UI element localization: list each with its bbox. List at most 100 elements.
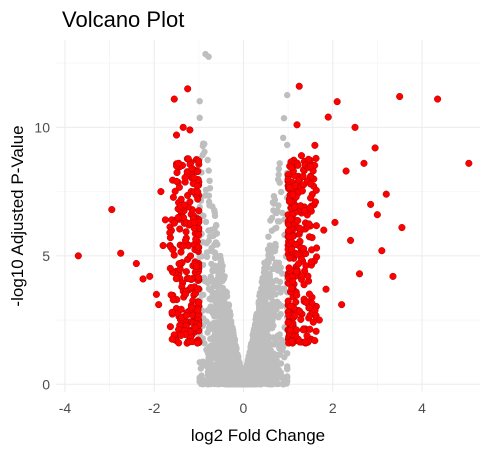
nonsignificant-point [196, 114, 203, 122]
significant-point [293, 250, 301, 258]
significant-point [285, 197, 293, 206]
nonsignificant-point [228, 339, 235, 346]
nonsignificant-point [213, 241, 221, 248]
nonsignificant-point [275, 314, 282, 321]
nonsignificant-point [261, 321, 269, 328]
nonsignificant-point [213, 222, 220, 229]
x-tick-label: 2 [329, 400, 337, 416]
x-tick-label: -4 [59, 400, 72, 416]
nonsignificant-point [284, 91, 291, 99]
nonsignificant-point [267, 244, 274, 252]
nonsignificant-point [201, 340, 208, 347]
nonsignificant-point [265, 379, 273, 386]
nonsignificant-point [268, 291, 276, 298]
nonsignificant-point [261, 357, 268, 364]
significant-point [396, 92, 404, 101]
significant-point [170, 219, 178, 227]
nonsignificant-point [209, 321, 217, 328]
nonsignificant-point [258, 338, 265, 345]
significant-point [292, 268, 301, 276]
nonsignificant-point [202, 218, 210, 226]
nonsignificant-point [222, 289, 229, 296]
significant-point [295, 307, 304, 315]
nonsignificant-point [196, 359, 203, 366]
nonsignificant-point [284, 141, 291, 149]
nonsignificant-point [211, 254, 219, 262]
significant-point [306, 204, 314, 212]
significant-point [286, 326, 294, 334]
nonsignificant-point [208, 360, 215, 367]
significant-point [297, 152, 306, 160]
significant-point [176, 225, 184, 233]
significant-point [287, 302, 295, 310]
significant-points [74, 82, 473, 347]
significant-point [301, 338, 309, 346]
nonsignificant-point [249, 349, 256, 356]
significant-point [175, 159, 183, 167]
nonsignificant-point [268, 227, 276, 234]
nonsignificant-point [262, 363, 270, 370]
nonsignificant-point [217, 336, 225, 343]
x-tick-label: -2 [148, 400, 161, 416]
nonsignificant-point [272, 360, 279, 368]
nonsignificant-point [214, 349, 221, 356]
nonsignificant-point [253, 310, 260, 318]
significant-point [287, 164, 295, 172]
significant-point [382, 190, 390, 198]
significant-point [168, 335, 176, 343]
significant-point [292, 240, 300, 249]
nonsignificant-point [283, 380, 290, 387]
nonsignificant-point [264, 281, 272, 288]
significant-point [307, 194, 315, 202]
significant-point [291, 311, 299, 319]
nonsignificant-point [272, 240, 279, 248]
nonsignificant-point [275, 165, 283, 172]
nonsignificant-point [200, 274, 208, 281]
significant-point [300, 281, 308, 289]
significant-point [311, 198, 320, 206]
significant-point [320, 226, 328, 234]
significant-point [155, 301, 163, 309]
nonsignificant-point [262, 313, 270, 321]
nonsignificant-point [217, 324, 225, 331]
nonsignificant-point [199, 151, 206, 159]
significant-point [166, 264, 174, 272]
nonsignificant-point [269, 199, 277, 206]
significant-point [305, 220, 313, 228]
nonsignificant-point [199, 377, 206, 384]
significant-point [191, 324, 199, 332]
significant-point [373, 211, 381, 219]
significant-point [298, 187, 306, 195]
significant-point [288, 284, 296, 292]
nonsignificant-point [205, 53, 212, 60]
significant-point [398, 224, 406, 232]
nonsignificant-point [214, 307, 221, 314]
nonsignificant-point [267, 352, 274, 359]
nonsignificant-point [239, 380, 246, 388]
significant-point [117, 249, 125, 257]
significant-point [170, 251, 178, 259]
chart-title: Volcano Plot [62, 7, 184, 32]
nonsignificant-point [257, 343, 265, 350]
significant-point [312, 327, 320, 335]
significant-point [181, 290, 189, 298]
y-tick-label: 0 [42, 376, 50, 392]
significant-point [172, 177, 181, 185]
nonsignificant-point [224, 377, 231, 384]
nonsignificant-point [210, 232, 217, 239]
nonsignificant-point [261, 275, 268, 282]
nonsignificant-point [204, 347, 211, 355]
significant-point [193, 262, 201, 270]
significant-point [312, 154, 320, 162]
nonsignificant-point [234, 365, 241, 373]
nonsignificant-point [205, 167, 212, 174]
significant-point [307, 258, 315, 266]
significant-point [286, 254, 294, 262]
significant-point [293, 121, 301, 129]
nonsignificant-point [222, 342, 229, 349]
significant-point [181, 201, 189, 209]
significant-point [174, 213, 182, 222]
significant-point [389, 272, 397, 280]
x-axis-label: log2 Fold Change [191, 426, 325, 445]
significant-point [194, 167, 202, 175]
